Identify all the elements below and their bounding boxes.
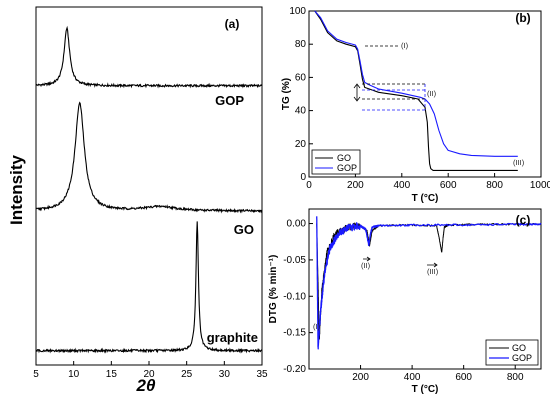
panel-a-frame (35, 6, 263, 366)
panel-b-y-tick-label: 40 (295, 106, 307, 117)
panel-b-y-tick-label: 80 (295, 39, 307, 50)
tg-series-go (314, 10, 518, 171)
panel-b-x-tick-label: 600 (440, 180, 457, 191)
curve-label-gop: GOP (215, 93, 244, 108)
panel-c-label: (c) (516, 213, 531, 227)
panel-b-y-axis-label: TG (%) (281, 78, 292, 110)
panel-c-x-tick-label: 200 (352, 372, 369, 383)
panel-b-ticks: 0 200 400 600 800 1000 0 20 40 60 80 100 (289, 6, 550, 191)
panel-b-legend: GO GOP (311, 149, 361, 175)
panel-a-x-tick-label: 20 (143, 369, 155, 380)
panel-b-guides (353, 45, 426, 111)
panel-b-y-tick-label: 20 (295, 139, 307, 150)
panel-c-y-tick-label: -0.10 (283, 291, 306, 302)
panel-c-y-axis-label: DTG (% min⁻¹) (268, 255, 279, 324)
panel-b-annotation-3: (III) (513, 158, 525, 167)
panel-a-x-axis-label: 2θ (136, 376, 156, 395)
panel-b-x-axis-label: T (°C) (412, 193, 439, 204)
panel-a-x-tick-label: 10 (68, 369, 80, 380)
panel-b: 0 200 400 600 800 1000 0 20 40 60 80 100 (I) (II) (… (281, 6, 550, 204)
panel-c-annotation-1: (I) (313, 322, 321, 331)
panel-c: 200 400 600 800 0.00 -0.05 -0.10 -0.15 -0.20 (I)… (268, 208, 542, 395)
panel-c-x-tick-label: 800 (507, 372, 524, 383)
dtg-series-gop (316, 216, 542, 350)
panel-b-x-tick-label: 200 (347, 180, 364, 191)
panel-b-x-tick-label: 400 (393, 180, 410, 191)
dtg-series-go (316, 222, 541, 340)
panel-a-x-tick-label: 25 (181, 369, 193, 380)
panel-a-x-ticks: 5 10 15 20 25 30 35 (33, 361, 268, 380)
panel-b-x-tick-label: 1000 (530, 180, 550, 191)
legend-label-gop-c: GOP (512, 353, 532, 363)
panel-a: 5 10 15 20 25 30 35 (a) GOP GO graphite Intens… (7, 6, 268, 395)
panel-b-annotation-1: (I) (401, 41, 409, 50)
panel-b-x-tick-label: 0 (306, 180, 312, 191)
tg-series-gop (314, 10, 518, 157)
xrd-series-gop (35, 25, 262, 89)
panel-c-legend-box (485, 339, 539, 366)
panel-a-x-tick-label: 35 (256, 369, 268, 380)
panel-c-series-group (316, 216, 542, 350)
panel-c-legend: GO GOP (485, 339, 539, 366)
panel-c-y-tick-label: 0.00 (287, 219, 307, 230)
legend-label-gop: GOP (337, 163, 357, 173)
panel-c-annotation-2: (II) (361, 261, 371, 270)
panel-c-arrows (363, 256, 438, 268)
legend-label-go: GO (337, 153, 351, 163)
xrd-series-go (35, 101, 263, 214)
panel-b-series-group (314, 10, 518, 171)
panel-b-y-tick-label: 100 (289, 6, 306, 17)
panel-c-frame (308, 208, 542, 370)
panel-b-legend-box (311, 149, 361, 175)
panel-c-y-tick-label: -0.20 (283, 364, 306, 375)
panel-c-x-axis-label: T (°C) (412, 384, 439, 395)
panel-b-frame (308, 10, 542, 178)
panel-c-y-tick-label: -0.15 (283, 328, 306, 339)
panel-a-label: (a) (225, 17, 240, 31)
panel-a-x-tick-label: 5 (33, 369, 39, 380)
curve-label-graphite: graphite (207, 330, 258, 345)
panel-b-y-tick-label: 60 (295, 72, 307, 83)
panel-c-ticks: 200 400 600 800 0.00 -0.05 -0.10 -0.15 -0.20 (283, 219, 524, 383)
panel-b-label: (b) (515, 11, 530, 25)
curve-label-go: GO (234, 222, 254, 237)
panel-c-x-tick-label: 400 (404, 372, 421, 383)
panel-a-x-tick-label: 30 (219, 369, 231, 380)
legend-label-go-c: GO (512, 343, 526, 353)
panel-a-x-tick-label: 15 (106, 369, 118, 380)
panel-c-annotation-3: (III) (427, 267, 439, 276)
panel-c-x-tick-label: 600 (455, 372, 472, 383)
xrd-series-graphite (35, 221, 263, 354)
panel-b-x-tick-label: 800 (486, 180, 503, 191)
panel-a-y-axis-label: Intensity (7, 155, 26, 225)
panel-b-annotation-2: (II) (427, 89, 437, 98)
panel-c-y-tick-label: -0.05 (283, 255, 306, 266)
panel-b-y-tick-label: 0 (300, 172, 306, 183)
panel-a-series-group (35, 25, 263, 354)
